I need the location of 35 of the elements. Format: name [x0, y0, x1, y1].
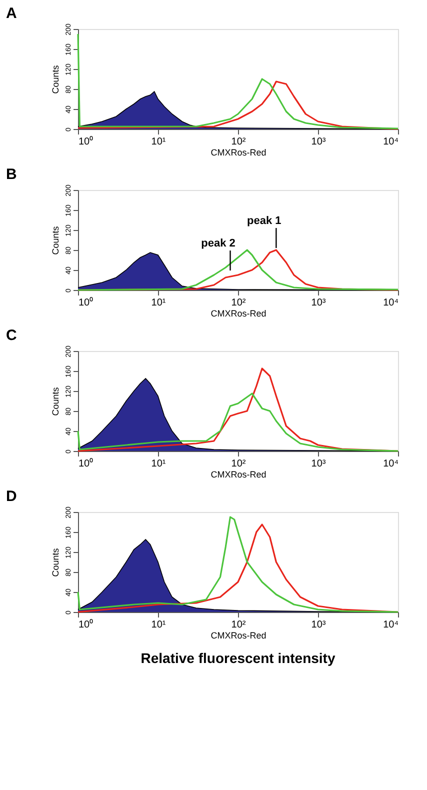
chart-title: B	[6, 166, 17, 184]
x-tick-label: 10³	[311, 298, 326, 308]
x-tick-label: 10⁴	[383, 458, 398, 470]
x-tick-label: 10³	[311, 458, 326, 470]
x-tick-label: 10¹	[151, 136, 166, 148]
x-tick-label: 10⁴	[383, 298, 398, 308]
y-axis-title: Counts	[50, 386, 60, 416]
x-tick-label: 10²	[231, 136, 246, 148]
chart-title: C	[6, 327, 17, 344]
annotation: peak 1	[247, 215, 282, 227]
text: Relative fluorescent intensity	[140, 650, 336, 666]
x-axis-title: CMXRos-Red	[210, 630, 266, 640]
x-tick-label: 10⁴	[383, 620, 398, 630]
x-tick-label: 10³	[311, 136, 326, 148]
chart-title: A	[6, 5, 17, 22]
chart-title: D	[6, 488, 17, 506]
x-tick-label: 10⁴	[383, 136, 398, 148]
y-axis-title: Counts	[50, 548, 60, 577]
x-tick-label: 10¹	[151, 298, 166, 308]
x-tick-label: 10²	[231, 458, 246, 470]
x-tick-label: 10¹	[151, 620, 166, 630]
x-axis-title: CMXRos-Red	[210, 148, 266, 158]
x-tick-label: 10⁰	[78, 458, 94, 470]
y-axis-title: Counts	[50, 226, 60, 255]
x-tick-label: 10²	[231, 620, 246, 630]
annotation: peak 2	[201, 238, 236, 250]
x-tick-label: 10⁰	[78, 618, 94, 630]
y-axis-title: Counts	[50, 64, 60, 94]
x-tick-label: 10⁰	[78, 296, 94, 308]
x-tick-label: 10³	[311, 620, 326, 630]
x-axis-title: CMXRos-Red	[210, 308, 266, 318]
x-tick-label: 10⁰	[78, 136, 94, 148]
x-axis-title: CMXRos-Red	[210, 470, 266, 480]
x-tick-label: 10¹	[151, 458, 166, 470]
x-tick-label: 10²	[231, 298, 246, 308]
